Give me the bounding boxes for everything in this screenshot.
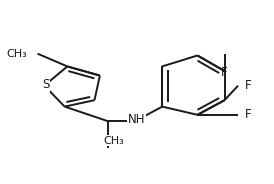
Text: F: F <box>221 66 228 79</box>
Text: S: S <box>42 78 49 91</box>
Text: F: F <box>245 79 252 92</box>
Text: CH₃: CH₃ <box>6 49 27 59</box>
Text: F: F <box>245 108 252 121</box>
Text: CH₃: CH₃ <box>103 136 124 146</box>
Text: NH: NH <box>128 113 145 126</box>
